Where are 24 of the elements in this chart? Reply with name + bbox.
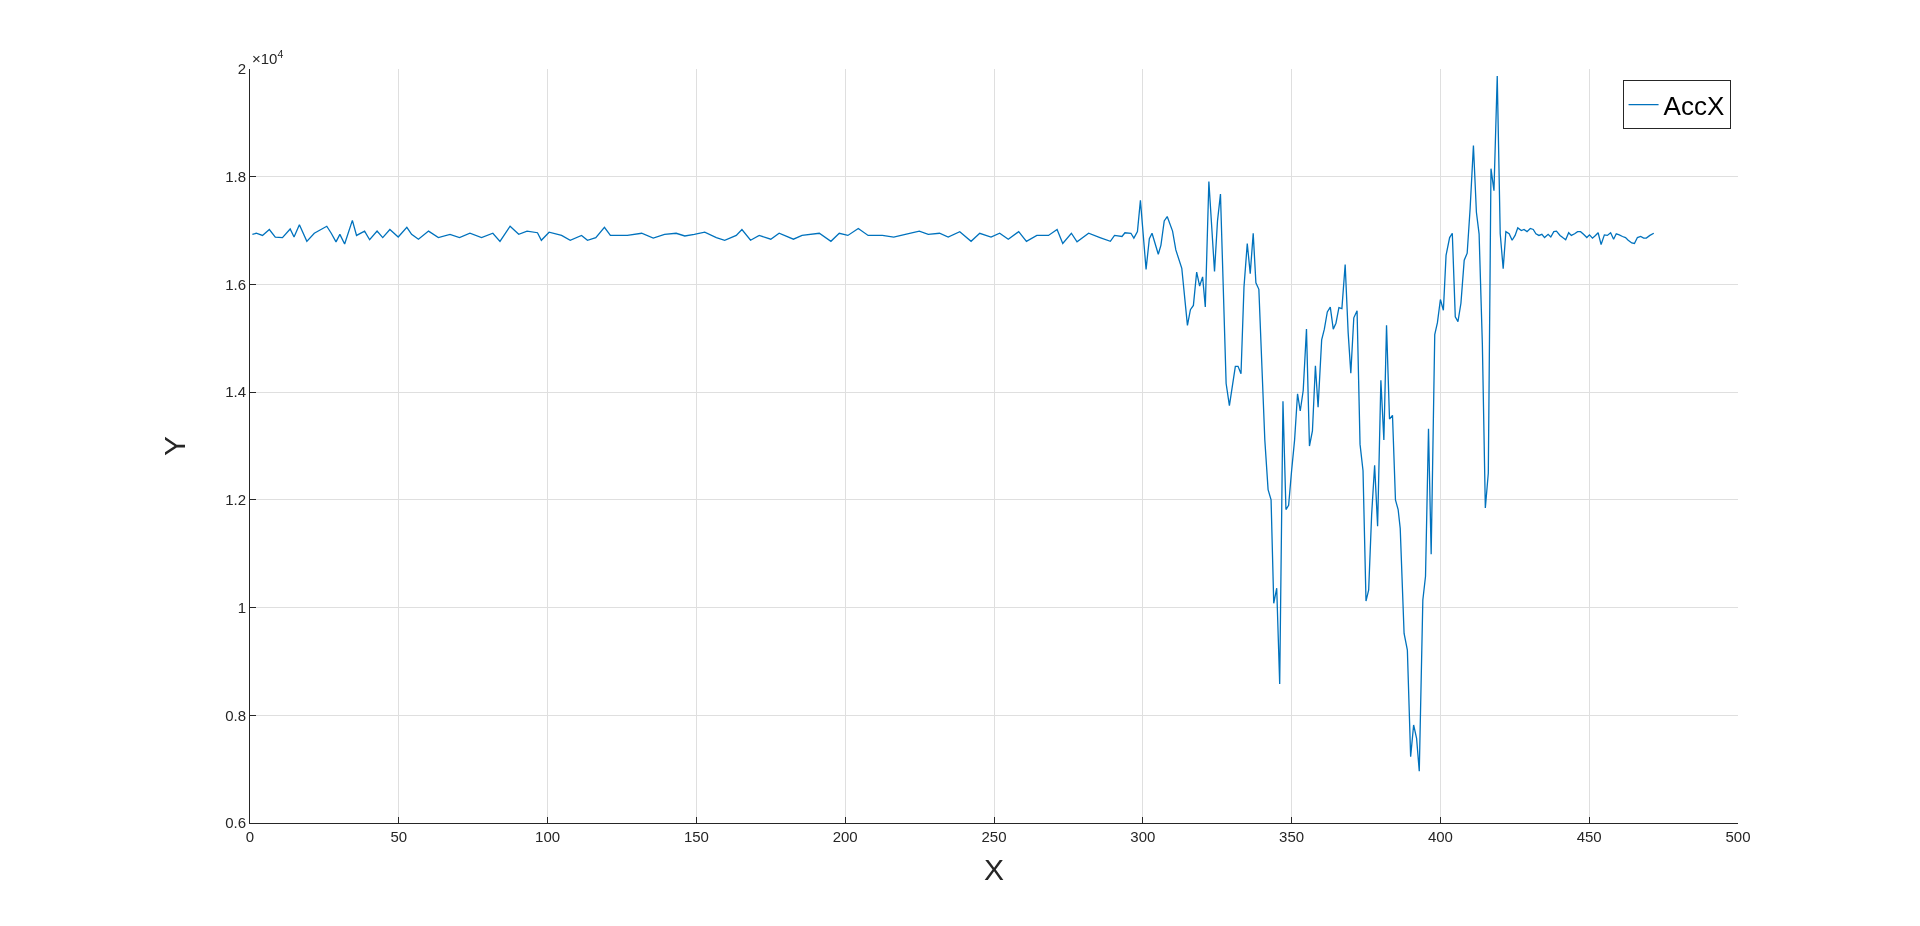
legend-label: AccX xyxy=(1663,90,1725,121)
x-tick-label: 350 xyxy=(1279,828,1305,845)
text: ×10$^{4}$ xyxy=(252,48,284,68)
x-tick-label: 200 xyxy=(832,828,858,845)
x-tick-label: 450 xyxy=(1576,828,1602,845)
y-axis-title: Y xyxy=(158,435,192,457)
x-axis-title: X xyxy=(983,852,1005,886)
x-tick-label: 150 xyxy=(683,828,709,845)
x-tick-label: 250 xyxy=(981,828,1007,845)
y-tick-label: 1.4 xyxy=(225,383,246,401)
x-tick-label: 400 xyxy=(1427,828,1453,845)
x-tick-label: 500 xyxy=(1725,828,1751,845)
x-tick-label: 300 xyxy=(1130,828,1156,845)
x-tick-label: 0 xyxy=(245,828,255,845)
y-tick-label: 0.8 xyxy=(225,706,246,724)
y-tick-label: 1.2 xyxy=(225,491,246,509)
y-tick-label: 1.8 xyxy=(225,167,246,185)
line-series xyxy=(251,75,1655,772)
y-tick-label: 2 xyxy=(237,60,246,78)
y-tick-label: 0.6 xyxy=(225,814,246,832)
x-tick-label: 50 xyxy=(390,828,408,845)
y-tick-label: 1.6 xyxy=(225,275,246,293)
x-tick-label: 100 xyxy=(535,828,561,845)
y-tick-label: 1 xyxy=(237,598,246,616)
